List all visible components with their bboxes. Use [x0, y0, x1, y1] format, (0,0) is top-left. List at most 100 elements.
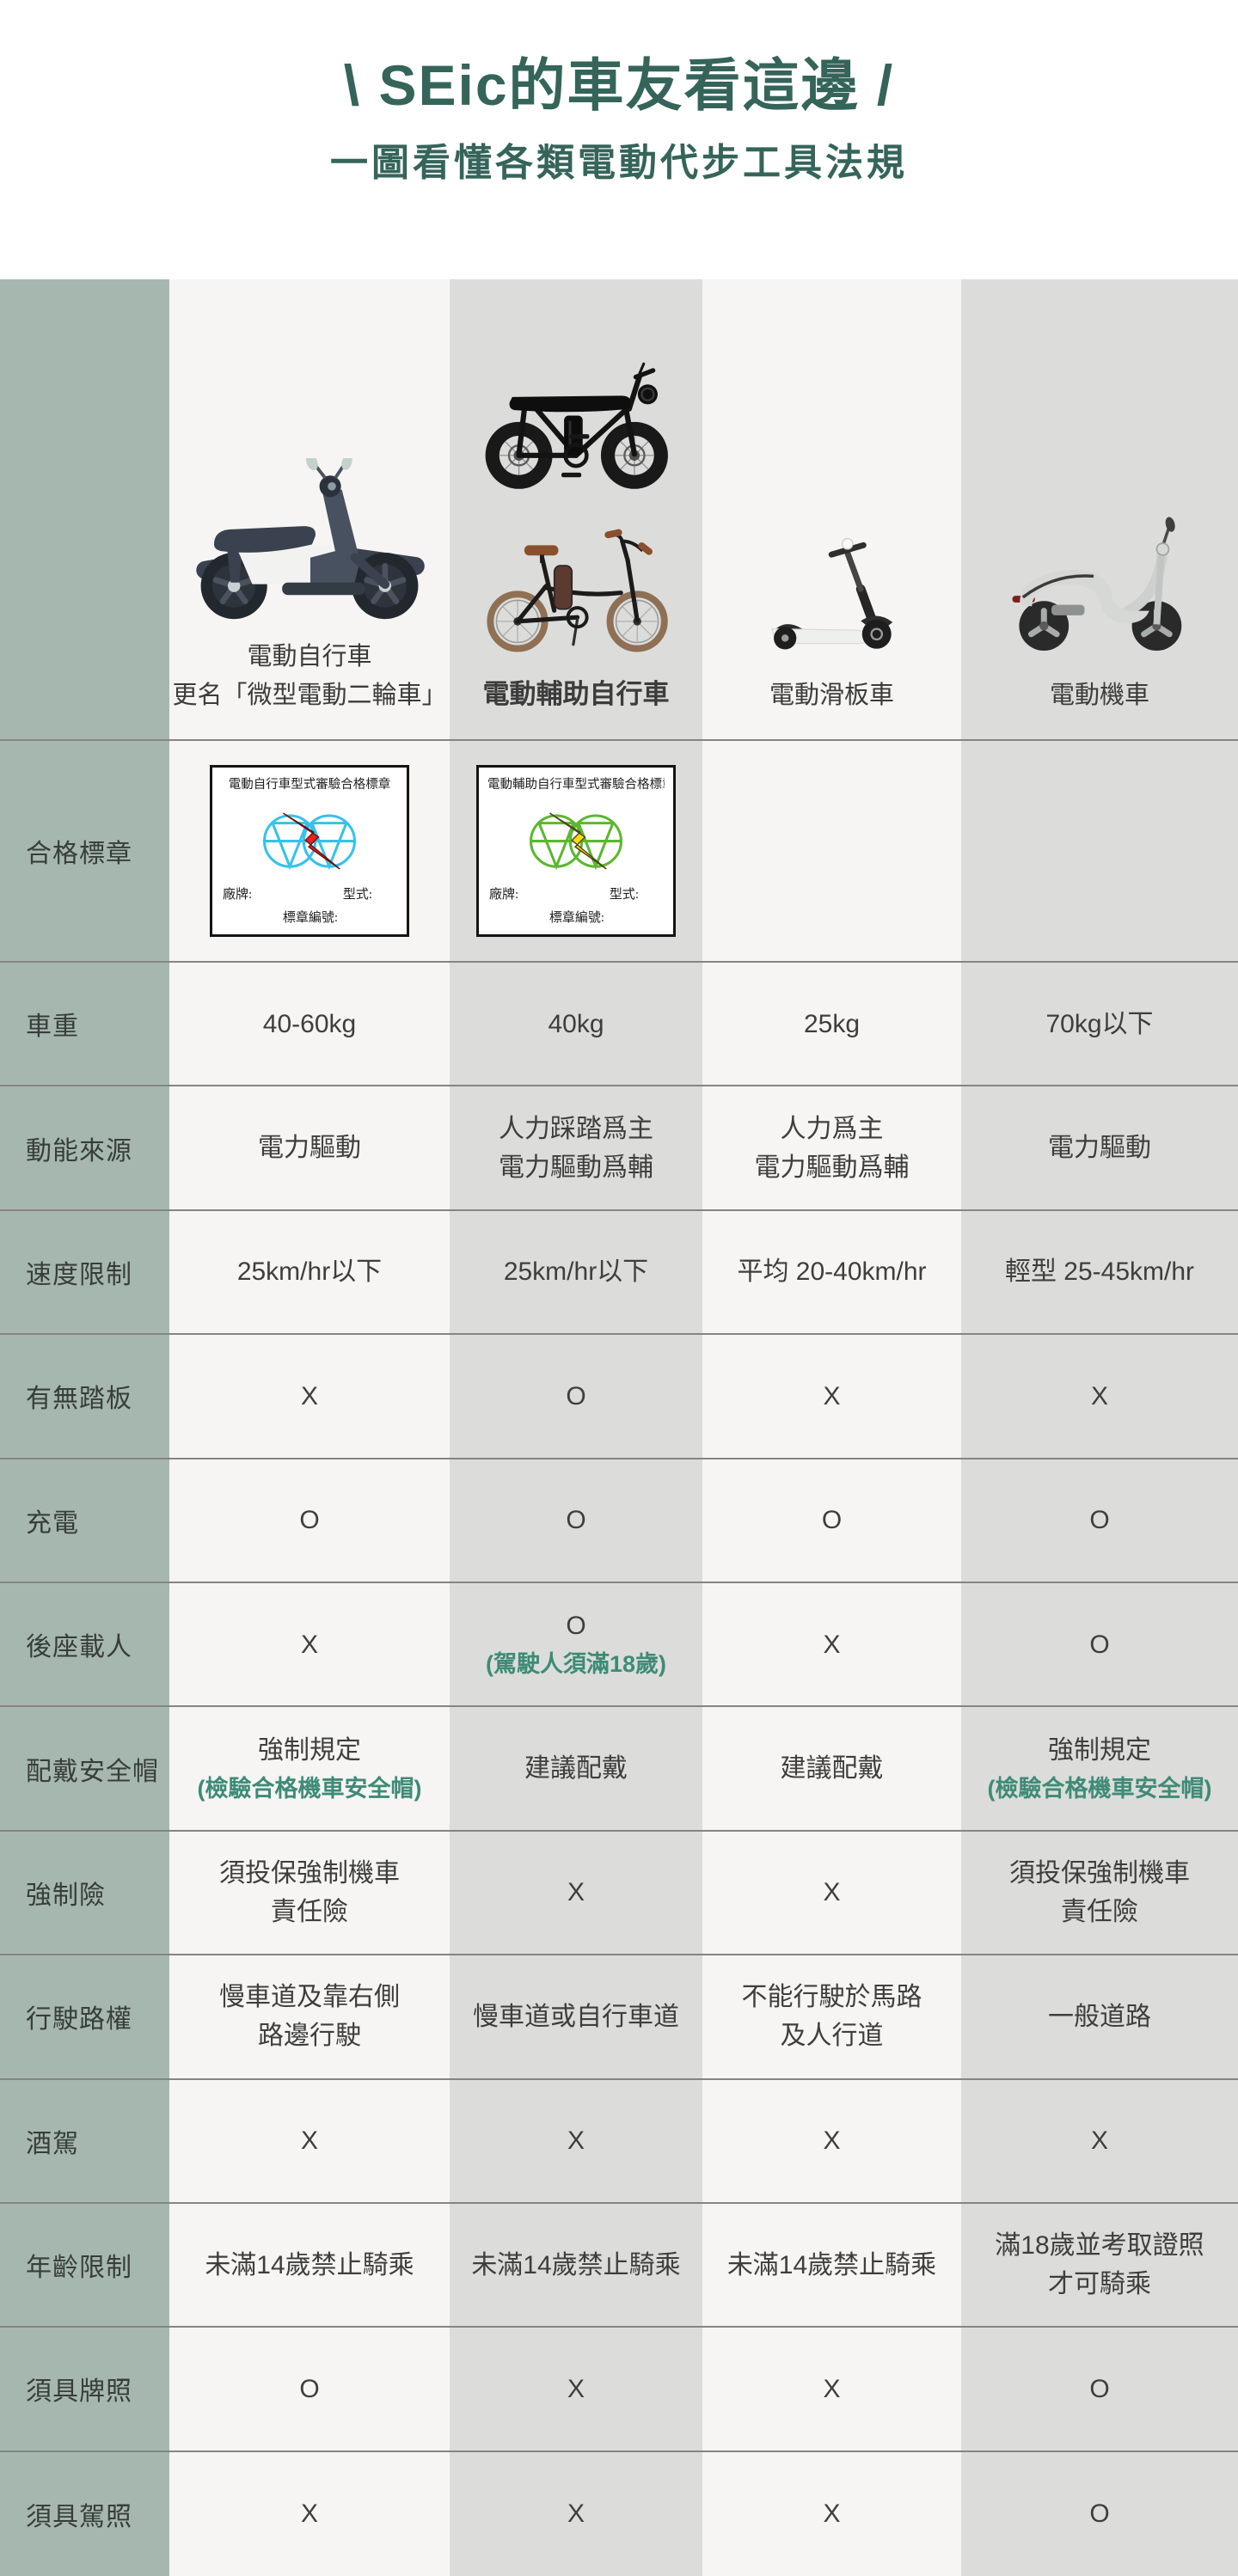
kick-scooter-icon: [770, 538, 892, 650]
cell: 須投保強制機車 責任險: [169, 1831, 450, 1956]
cell: O: [961, 2328, 1238, 2452]
cell: 須投保強制機車 責任險: [961, 1831, 1238, 1956]
certification-emblem-icon: [530, 812, 622, 871]
badge-brand-label: 廠牌:: [489, 888, 519, 902]
cell: X: [702, 1582, 961, 1708]
cell: 建議配戴: [450, 1707, 702, 1832]
lightning-bolt-icon: [283, 812, 340, 870]
column-name: 電動機車: [1049, 682, 1149, 710]
cell: O: [450, 1335, 702, 1459]
row-label: 強制險: [0, 1831, 169, 1956]
cell: X: [450, 2451, 702, 2576]
row-label: 年齡限制: [0, 2203, 169, 2328]
cell: X: [702, 2328, 961, 2452]
cell: 人力踩踏爲主 電力驅動爲輔: [450, 1086, 702, 1211]
cell: X: [702, 1335, 961, 1459]
column-header-assisted-bicycle: 電動輔助自行車: [450, 279, 702, 741]
cell: X: [169, 2079, 450, 2204]
cell: O: [169, 1459, 450, 1583]
folding-ebike-icon: [487, 529, 668, 652]
certification-badge: 電動自行車型式審驗合格標章 廠牌: 型式: 標章編號:: [210, 765, 409, 937]
row-label: 配戴安全帽: [0, 1707, 169, 1832]
badge-model-label: 型式:: [342, 888, 372, 902]
cell-value: O: [566, 1612, 586, 1641]
electric-bicycle-illustration: [189, 458, 430, 624]
cell-value: 強制規定: [1048, 1735, 1151, 1765]
column-name: 電動輔助自行車: [482, 678, 670, 709]
row-label: 速度限制: [0, 1210, 169, 1336]
page-title: \ SEic的車友看這邊 /: [343, 53, 895, 117]
cell: X: [450, 2079, 702, 2204]
fat-tire-ebike-icon: [485, 362, 668, 489]
cell: 25km/hr以下: [450, 1210, 702, 1336]
cell-empty: [961, 741, 1238, 963]
cell: O: [961, 2451, 1238, 2576]
cell: 人力爲主 電力驅動爲輔: [702, 1086, 961, 1211]
column-header-electric-bicycle: 電動自行車 更名「微型電動二輪車」: [169, 279, 450, 741]
cell: 70kg以下: [961, 963, 1238, 1087]
cell: 強制規定 (檢驗合格機車安全帽): [169, 1707, 450, 1832]
cell: X: [702, 1831, 961, 1956]
row-label: 有無踏板: [0, 1335, 169, 1459]
lightning-bolt-icon: [549, 812, 607, 870]
cell: 慢車道或自行車道: [450, 1955, 702, 2080]
assisted-bicycle-illustrations: [474, 356, 678, 660]
cell-value: 強制規定: [258, 1735, 361, 1765]
certification-badge: 電動輔助自行車型式審驗合格標章 廠牌: 型式: 標章編號:: [476, 765, 676, 937]
cell: 25kg: [702, 963, 961, 1087]
row-label: 充電: [0, 1459, 169, 1583]
cell: 未滿14歲禁止騎乘: [702, 2203, 961, 2328]
cell-note: (檢驗合格機車安全帽): [197, 1775, 422, 1802]
badge-serial-label: 標章編號:: [549, 910, 605, 925]
cell: 滿18歲並考取證照 才可騎乘: [961, 2203, 1238, 2328]
cell: X: [169, 1335, 450, 1459]
header-empty-cell: [0, 279, 169, 741]
cell: O (駕駛人須滿18歲): [450, 1582, 702, 1708]
cell: X: [961, 2079, 1238, 2204]
electric-scooter-illustration: [1002, 501, 1198, 663]
row-label: 車重: [0, 963, 169, 1087]
page-subtitle: 一圖看懂各類電動代步工具法規: [330, 141, 908, 184]
cell: O: [961, 1459, 1238, 1583]
cell: X: [702, 2451, 961, 2576]
cell-empty: [702, 741, 961, 963]
cell: O: [450, 1459, 702, 1583]
badge-model-label: 型式:: [609, 888, 639, 902]
row-label: 酒駕: [0, 2079, 169, 2204]
column-header-electric-scooter: 電動機車: [961, 279, 1238, 741]
row-label: 須具牌照: [0, 2328, 169, 2452]
cell: 不能行駛於馬路 及人行道: [702, 1955, 961, 2080]
comparison-table: 電動自行車 更名「微型電動二輪車」: [0, 279, 1238, 2576]
cell: 平均 20-40km/hr: [702, 1210, 961, 1336]
cell: 建議配戴: [702, 1707, 961, 1832]
cell: 25km/hr以下: [169, 1210, 450, 1336]
cell: 慢車道及靠右側 路邊行駛: [169, 1955, 450, 2080]
electric-scooter-icon: [1012, 517, 1182, 652]
electric-bicycle-icon: [196, 458, 425, 620]
column-name: 電動自行車 更名「微型電動二輪車」: [172, 643, 447, 710]
cell: 強制規定 (檢驗合格機車安全帽): [961, 1707, 1238, 1832]
cell-badge-electric-bicycle: 電動自行車型式審驗合格標章 廠牌: 型式: 標章編號:: [169, 741, 450, 963]
row-label: 合格標章: [0, 741, 169, 963]
column-header-kick-scooter: 電動滑板車: [702, 279, 961, 741]
cell-note: (駕駛人須滿18歲): [485, 1651, 666, 1678]
badge-title: 電動自行車型式審驗合格標章: [228, 778, 391, 792]
cell: X: [169, 2451, 450, 2576]
certification-emblem-icon: [263, 812, 356, 871]
cell: 輕型 25-45km/hr: [961, 1210, 1238, 1336]
badge-title: 電動輔助自行車型式審驗合格標章: [487, 778, 665, 792]
row-label: 後座載人: [0, 1582, 169, 1708]
row-label: 動能來源: [0, 1086, 169, 1211]
cell: 40-60kg: [169, 963, 450, 1087]
cell: 一般道路: [961, 1955, 1238, 2080]
row-label: 行駛路權: [0, 1955, 169, 2080]
row-label: 須具駕照: [0, 2451, 169, 2576]
cell: O: [702, 1459, 961, 1583]
badge-brand-label: 廠牌:: [223, 888, 253, 902]
cell: 電力驅動: [961, 1086, 1238, 1211]
cell: 未滿14歲禁止騎乘: [169, 2203, 450, 2328]
cell: X: [450, 2328, 702, 2452]
cell: X: [169, 1582, 450, 1708]
cell: O: [169, 2328, 450, 2452]
